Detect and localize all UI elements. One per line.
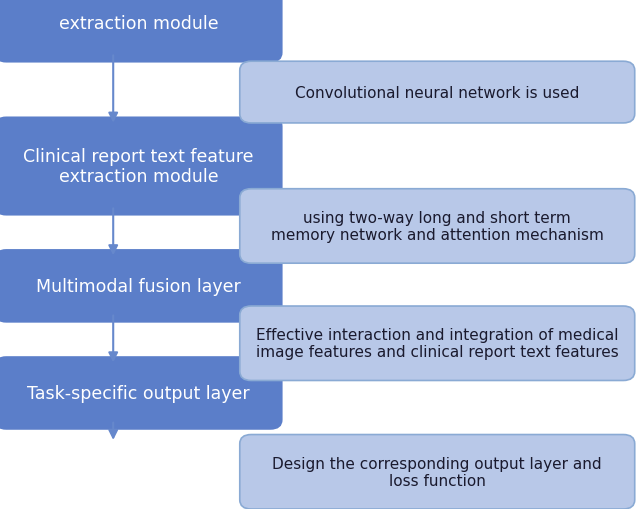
Text: Effective interaction and integration of medical
image features and clinical rep: Effective interaction and integration of… xyxy=(256,327,619,360)
FancyBboxPatch shape xyxy=(240,306,635,381)
Text: Multimodal fusion layer: Multimodal fusion layer xyxy=(36,277,240,295)
FancyBboxPatch shape xyxy=(0,250,282,322)
FancyBboxPatch shape xyxy=(240,189,635,264)
FancyBboxPatch shape xyxy=(0,357,282,429)
FancyBboxPatch shape xyxy=(240,435,635,509)
Text: Task-specific output layer: Task-specific output layer xyxy=(27,384,250,402)
Text: Design the corresponding output layer and
loss function: Design the corresponding output layer an… xyxy=(272,456,602,488)
FancyBboxPatch shape xyxy=(0,0,282,63)
Text: extraction module: extraction module xyxy=(59,15,218,33)
FancyBboxPatch shape xyxy=(240,62,635,124)
FancyBboxPatch shape xyxy=(0,118,282,215)
Text: Clinical report text feature
extraction module: Clinical report text feature extraction … xyxy=(23,147,254,186)
Text: Convolutional neural network is used: Convolutional neural network is used xyxy=(295,86,579,100)
Text: using two-way long and short term
memory network and attention mechanism: using two-way long and short term memory… xyxy=(271,210,604,243)
